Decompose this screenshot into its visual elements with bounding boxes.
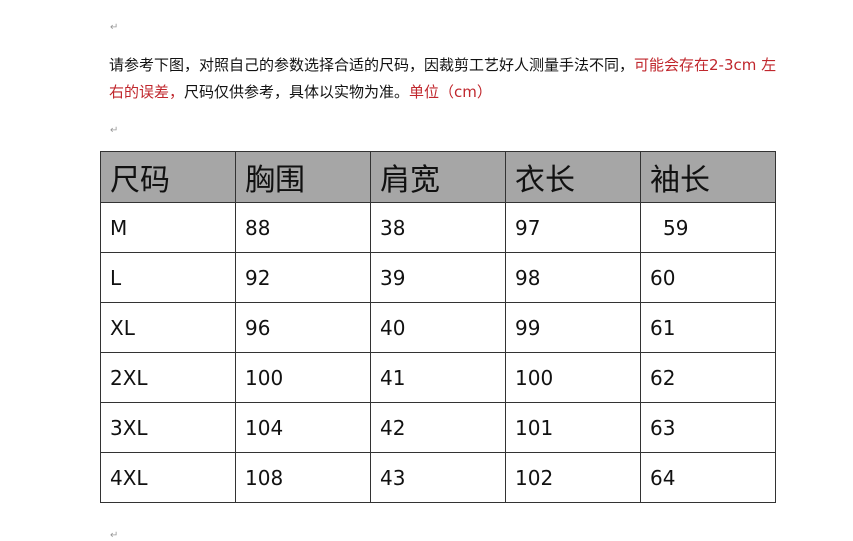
unit-note: 单位（cm） [409, 83, 492, 101]
table-cell: XL [100, 302, 236, 353]
header-cell: 肩宽 [370, 151, 506, 203]
paragraph-mark: ↵ [110, 22, 119, 33]
table-cell: 97 [505, 202, 641, 253]
table-cell: 64 [640, 452, 776, 503]
table-cell: 99 [505, 302, 641, 353]
size-table: 尺码 胸围 肩宽 衣长 袖长 M 88 38 97 59 L 92 39 98 60 XL 96 40 99 61 2X… [100, 151, 776, 503]
table-cell: 102 [505, 452, 641, 503]
table-cell: 2XL [100, 352, 236, 403]
table-cell: 59 [640, 202, 776, 253]
header-cell: 袖长 [640, 151, 776, 203]
intro-text: 请参考下图，对照自己的参数选择合适的尺码，因裁剪工艺好人测量手法不同， [109, 56, 635, 74]
table-row: 3XL 104 42 101 63 [100, 402, 776, 453]
intro-paragraph: 请参考下图，对照自己的参数选择合适的尺码，因裁剪工艺好人测量手法不同，可能会存在… [109, 52, 789, 106]
table-cell: 96 [235, 302, 371, 353]
table-cell: 92 [235, 252, 371, 303]
table-row: 4XL 108 43 102 64 [100, 452, 776, 503]
error-note: 可能会存在2-3cm 左右的误差， [109, 56, 777, 101]
table-cell: 101 [505, 402, 641, 453]
table-cell: L [100, 252, 236, 303]
header-cell: 胸围 [235, 151, 371, 203]
table-cell: 38 [370, 202, 506, 253]
table-row: L 92 39 98 60 [100, 252, 776, 303]
table-cell: 88 [235, 202, 371, 253]
header-cell: 衣长 [505, 151, 641, 203]
table-cell: 100 [235, 352, 371, 403]
table-row: M 88 38 97 59 [100, 202, 776, 253]
table-cell: 98 [505, 252, 641, 303]
table-cell: 42 [370, 402, 506, 453]
table-cell: 40 [370, 302, 506, 353]
table-row: XL 96 40 99 61 [100, 302, 776, 353]
table-cell: 3XL [100, 402, 236, 453]
paragraph-mark: ↵ [110, 125, 119, 136]
table-cell: 41 [370, 352, 506, 403]
paragraph-mark: ↵ [110, 530, 119, 541]
reference-note: 尺码仅供参考，具体以实物为准。 [184, 83, 410, 101]
header-cell: 尺码 [100, 151, 236, 203]
table-cell: 63 [640, 402, 776, 453]
table-cell: 39 [370, 252, 506, 303]
table-cell: M [100, 202, 236, 253]
table-header-row: 尺码 胸围 肩宽 衣长 袖长 [100, 151, 776, 203]
table-cell: 62 [640, 352, 776, 403]
table-cell: 61 [640, 302, 776, 353]
table-cell: 108 [235, 452, 371, 503]
table-row: 2XL 100 41 100 62 [100, 352, 776, 403]
table-cell: 4XL [100, 452, 236, 503]
table-cell: 60 [640, 252, 776, 303]
table-cell: 100 [505, 352, 641, 403]
table-cell: 43 [370, 452, 506, 503]
table-cell: 104 [235, 402, 371, 453]
